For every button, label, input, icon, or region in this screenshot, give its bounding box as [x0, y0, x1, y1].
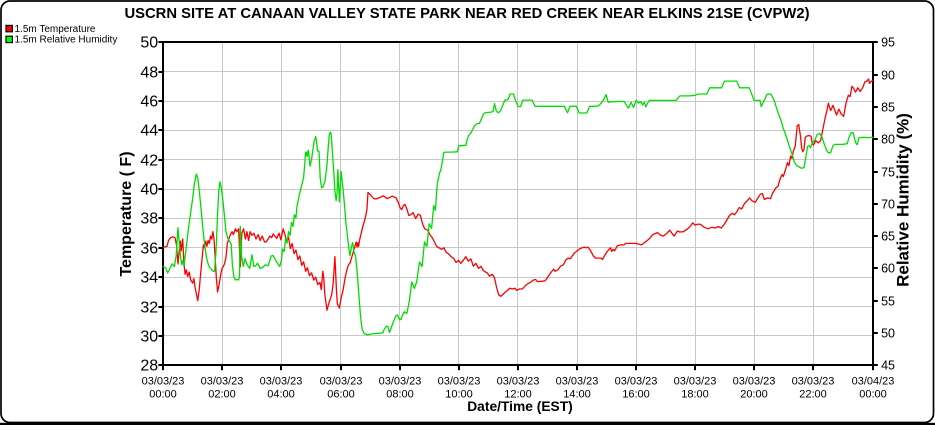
svg-text:04:00: 04:00 [267, 389, 295, 401]
svg-text:42: 42 [140, 153, 158, 170]
svg-text:14:00: 14:00 [563, 389, 591, 401]
svg-text:00:00: 00:00 [859, 389, 887, 401]
svg-text:40: 40 [140, 182, 158, 199]
svg-text:36: 36 [140, 241, 158, 258]
svg-text:USCRN SITE AT CANAAN VALLEY ST: USCRN SITE AT CANAAN VALLEY STATE PARK N… [124, 6, 809, 22]
svg-text:75: 75 [881, 166, 895, 180]
svg-text:06:00: 06:00 [327, 389, 355, 401]
svg-text:03/03/23: 03/03/23 [142, 376, 185, 388]
svg-text:20:00: 20:00 [740, 389, 768, 401]
svg-text:03/03/23: 03/03/23 [497, 376, 540, 388]
svg-text:34: 34 [140, 270, 158, 287]
svg-text:50: 50 [881, 327, 895, 341]
svg-text:03/03/23: 03/03/23 [615, 376, 658, 388]
svg-text:08:00: 08:00 [386, 389, 414, 401]
svg-text:22:00: 22:00 [799, 389, 827, 401]
svg-text:10:00: 10:00 [445, 389, 473, 401]
svg-text:90: 90 [881, 69, 895, 83]
svg-text:03/03/23: 03/03/23 [556, 376, 599, 388]
svg-text:55: 55 [881, 295, 895, 309]
svg-text:03/03/23: 03/03/23 [379, 376, 422, 388]
svg-text:44: 44 [140, 123, 158, 140]
svg-text:60: 60 [881, 262, 895, 276]
svg-text:02:00: 02:00 [208, 389, 236, 401]
svg-text:50: 50 [140, 35, 158, 52]
svg-text:03/03/23: 03/03/23 [201, 376, 244, 388]
svg-text:45: 45 [881, 359, 895, 373]
svg-text:46: 46 [140, 94, 158, 111]
svg-text:80: 80 [881, 133, 895, 147]
svg-text:03/03/23: 03/03/23 [320, 376, 363, 388]
svg-text:00:00: 00:00 [149, 389, 177, 401]
svg-text:03/03/23: 03/03/23 [438, 376, 481, 388]
svg-text:95: 95 [881, 36, 895, 50]
svg-text:Relative Humidity (%): Relative Humidity (%) [894, 113, 913, 287]
svg-text:18:00: 18:00 [681, 389, 709, 401]
svg-text:03/03/23: 03/03/23 [674, 376, 717, 388]
svg-text:03/03/23: 03/03/23 [260, 376, 303, 388]
svg-text:65: 65 [881, 230, 895, 244]
svg-text:1.5m Temperature: 1.5m Temperature [15, 24, 96, 35]
svg-text:03/03/23: 03/03/23 [792, 376, 835, 388]
svg-text:70: 70 [881, 198, 895, 212]
svg-text:85: 85 [881, 101, 895, 115]
svg-text:32: 32 [140, 300, 158, 317]
svg-text:03/03/23: 03/03/23 [733, 376, 776, 388]
svg-text:Date/Time (EST): Date/Time (EST) [467, 399, 573, 414]
svg-text:30: 30 [140, 329, 158, 346]
svg-text:Temperature ( F): Temperature ( F) [118, 151, 135, 276]
svg-text:12:00: 12:00 [504, 389, 532, 401]
svg-text:48: 48 [140, 65, 158, 82]
svg-text:1.5m Relative Humidity: 1.5m Relative Humidity [15, 35, 118, 46]
svg-text:28: 28 [140, 358, 158, 375]
svg-text:03/04/23: 03/04/23 [852, 376, 895, 388]
svg-text:16:00: 16:00 [622, 389, 650, 401]
svg-text:38: 38 [140, 211, 158, 228]
